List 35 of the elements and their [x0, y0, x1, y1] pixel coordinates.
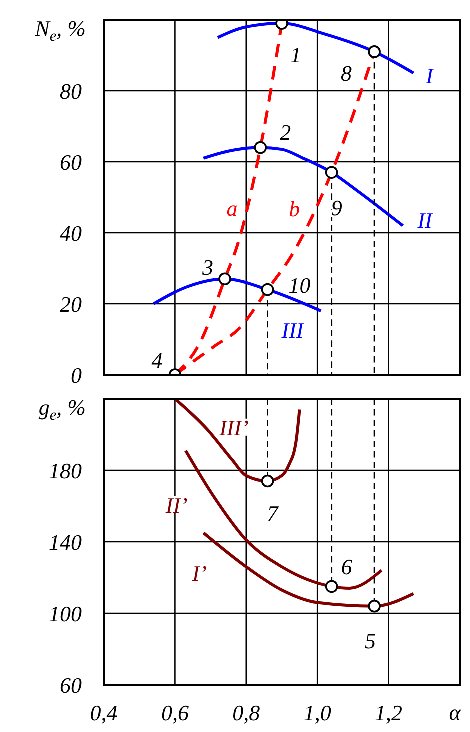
y-tick-label: 20 — [60, 292, 82, 317]
x-axis-title: α — [449, 700, 462, 725]
y-tick-label: 60 — [60, 150, 82, 175]
y-tick-label: 40 — [60, 220, 82, 246]
x-tick-label: 1,0 — [304, 700, 332, 726]
x-tick-label: 0,8 — [232, 700, 260, 726]
y-tick-label: 60 — [60, 672, 82, 698]
annotation: 8 — [341, 60, 352, 86]
annotation: 7 — [267, 500, 280, 526]
series-label: III — [280, 317, 306, 342]
series-label: II’ — [164, 492, 188, 518]
annotation: 1 — [290, 42, 302, 68]
series-label: b — [289, 196, 300, 221]
y-tick-label: 0 — [71, 362, 82, 388]
annotation: 4 — [152, 348, 163, 372]
annotation: 10 — [288, 272, 311, 298]
y-tick-label: 140 — [49, 530, 82, 555]
series-label: I’ — [191, 560, 208, 586]
series-label: a — [226, 196, 238, 221]
annotation: 9 — [331, 195, 342, 220]
y-axis-title: N$_{e}$, % — [34, 16, 86, 45]
x-tick-label: 0,6 — [161, 700, 189, 726]
annotation: 2 — [280, 119, 292, 144]
series-label: I — [425, 62, 436, 88]
annotation: 6 — [341, 554, 352, 580]
y-tick-label: 100 — [49, 601, 82, 626]
annotation: 3 — [202, 254, 214, 280]
y-tick-label: 80 — [60, 78, 82, 104]
x-tick-label: 1,2 — [375, 700, 403, 726]
x-tick-label: 0,4 — [90, 700, 118, 726]
annotation: 5 — [365, 628, 376, 653]
series-label: III’ — [218, 414, 249, 440]
y-axis-title: g$_{e}$, % — [38, 394, 86, 424]
y-tick-label: 180 — [49, 458, 82, 484]
series-label: II — [416, 207, 434, 232]
